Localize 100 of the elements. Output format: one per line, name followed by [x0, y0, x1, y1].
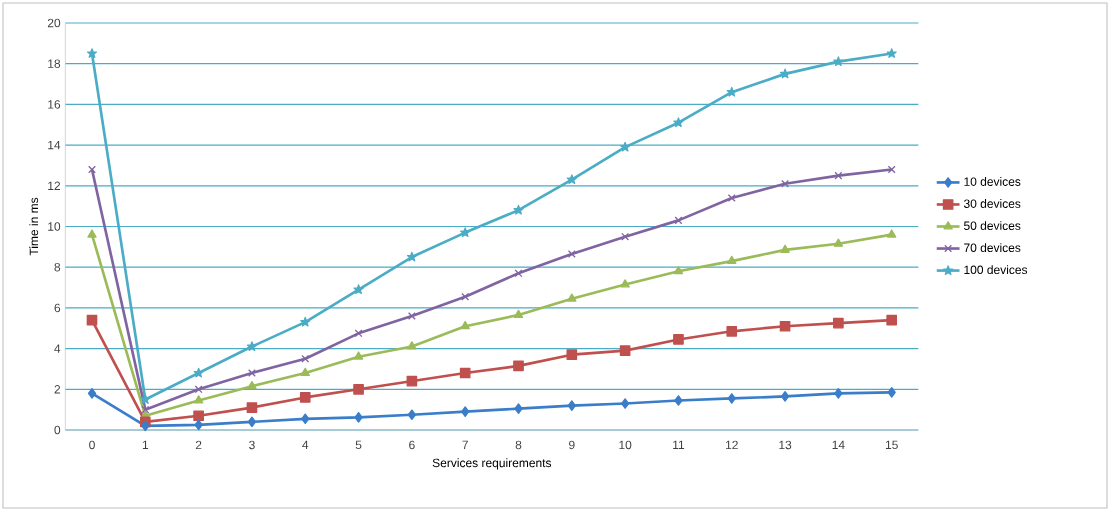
point: [514, 269, 523, 278]
point: [727, 194, 736, 202]
point: [140, 394, 151, 404]
point: [620, 279, 630, 288]
point: [674, 216, 683, 225]
point: [886, 48, 897, 58]
x-tick-label: 8: [515, 440, 522, 450]
x-tick-label: 9: [569, 440, 575, 450]
x-tick-label: 14: [832, 440, 845, 449]
point: [833, 317, 844, 329]
point: [620, 398, 630, 409]
point: [301, 354, 310, 363]
point: [726, 325, 738, 337]
point: [513, 309, 524, 319]
x-tick-label: 6: [409, 440, 415, 450]
point: [354, 329, 363, 338]
x-tick-label: 13: [779, 440, 792, 450]
point: [674, 395, 683, 406]
y-tick-label: 12: [48, 181, 61, 190]
point: [886, 229, 897, 238]
point: [300, 316, 311, 327]
point: [353, 351, 364, 360]
y-tick-label: 14: [48, 140, 61, 150]
x-tick-label: 15: [885, 440, 898, 450]
x-tick-label: 0: [89, 440, 95, 450]
x-tick-label: 10: [619, 440, 632, 450]
point: [886, 314, 898, 326]
point: [301, 413, 310, 425]
x-tick-label: 3: [249, 440, 255, 450]
point: [514, 403, 523, 414]
y-axis-title: Time in ms: [29, 197, 39, 256]
point: [461, 406, 470, 418]
point: [194, 419, 203, 431]
point: [566, 349, 578, 361]
point: [246, 402, 258, 413]
y-tick-label: 20: [47, 18, 61, 28]
point: [353, 284, 364, 295]
point: [833, 56, 844, 67]
point: [300, 367, 310, 377]
point: [567, 293, 577, 302]
point: [88, 165, 96, 174]
point: [461, 292, 470, 301]
point: [193, 367, 204, 378]
point: [619, 345, 631, 356]
point: [620, 141, 631, 152]
y-tick-label: 2: [54, 385, 61, 394]
point: [887, 387, 896, 398]
point: [726, 86, 737, 97]
point: [193, 410, 204, 422]
x-tick-label: 4: [302, 440, 309, 449]
legend-label: 50 devices: [963, 221, 1021, 230]
y-tick-label: 8: [54, 262, 61, 272]
point: [247, 416, 257, 428]
x-tick-label: 2: [195, 440, 202, 450]
point: [887, 165, 896, 174]
legend-label: 100 devices: [964, 265, 1028, 275]
point: [247, 369, 256, 377]
point: [407, 409, 417, 421]
legend-label: 70 devices: [964, 243, 1021, 252]
legend-label: 10 devices: [964, 177, 1021, 186]
point: [247, 380, 257, 390]
x-tick-label: 7: [462, 440, 468, 449]
point: [567, 400, 576, 411]
point: [834, 388, 843, 399]
point: [727, 255, 737, 265]
point: [141, 420, 150, 432]
y-tick-label: 4: [54, 344, 61, 353]
y-tick-label: 18: [48, 59, 61, 68]
point: [780, 244, 790, 253]
point: [407, 312, 416, 321]
point: [460, 320, 470, 330]
x-tick-label: 5: [355, 440, 362, 450]
point: [513, 204, 524, 215]
point: [86, 48, 98, 58]
point: [459, 367, 471, 379]
point: [193, 395, 204, 404]
x-axis-title: Services requirements: [432, 458, 552, 470]
y-tick-label: 10: [48, 222, 61, 231]
point: [779, 320, 791, 332]
point: [87, 388, 97, 399]
point: [567, 250, 576, 258]
point: [621, 232, 630, 241]
point: [781, 179, 790, 188]
x-tick-label: 1: [142, 440, 149, 449]
y-tick-label: 6: [54, 303, 61, 313]
point: [673, 334, 684, 345]
point: [141, 405, 150, 414]
point: [246, 341, 258, 352]
point: [727, 393, 736, 404]
point: [406, 251, 417, 262]
point: [833, 238, 844, 247]
point: [194, 385, 203, 394]
x-tick-label: 12: [726, 440, 738, 450]
point: [673, 265, 684, 275]
y-tick-label: 16: [48, 100, 61, 109]
point: [407, 341, 417, 350]
point: [87, 229, 97, 238]
point: [299, 392, 311, 403]
point: [513, 360, 524, 372]
point: [566, 174, 577, 185]
